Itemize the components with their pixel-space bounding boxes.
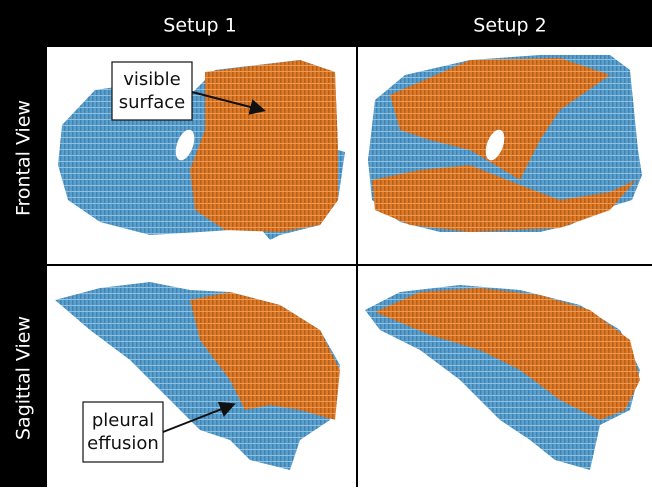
row-header: Frontal View [13, 100, 35, 216]
row-header: Sagittal View [13, 316, 35, 440]
figure: Setup 1 Setup 2 Frontal View Sagittal Vi… [0, 0, 652, 487]
column-header: Setup 1 [163, 15, 236, 37]
annotation: pleural [92, 410, 154, 431]
annotation: effusion [87, 433, 159, 454]
annotation: visible [123, 69, 181, 90]
column-header: Setup 2 [473, 15, 546, 37]
render-frontal-1 [58, 60, 345, 240]
header-bar [0, 0, 652, 47]
render-sagittal-2 [365, 285, 640, 470]
annotation: surface [119, 92, 186, 113]
render-frontal-2 [368, 55, 642, 232]
